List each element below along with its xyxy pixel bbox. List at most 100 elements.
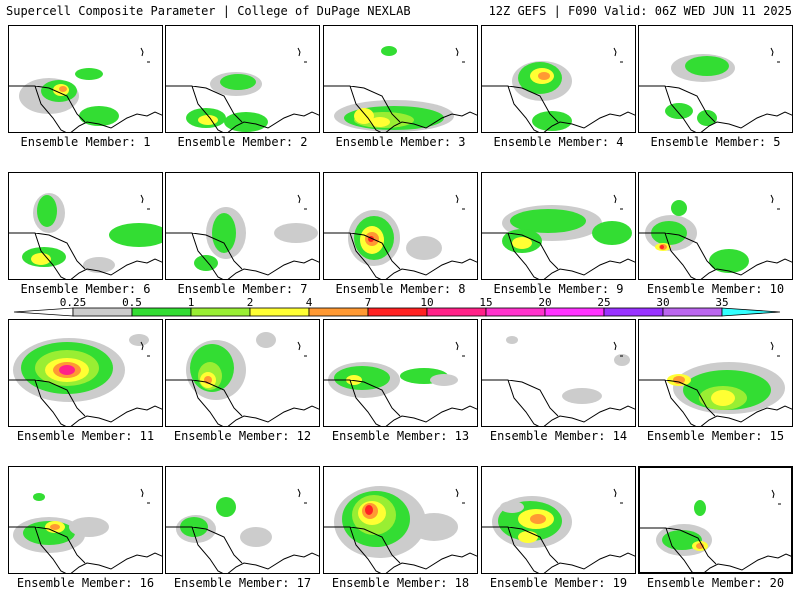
ensemble-member-label: Ensemble Member: 15 [646, 429, 785, 443]
coastline-outline [324, 379, 477, 426]
scp-contour-blob [79, 106, 119, 126]
ensemble-member-label: Ensemble Member: 14 [489, 429, 628, 443]
map-svg [482, 488, 635, 573]
coastline-outline [640, 527, 791, 572]
ensemble-member-label: Ensemble Member: 6 [20, 282, 151, 296]
colorbar-tick-label: 25 [597, 296, 610, 309]
ensemble-map-panel-7[interactable] [165, 172, 320, 280]
ensemble-map-panel-16[interactable] [8, 466, 163, 574]
ensemble-map-panel-3[interactable] [323, 25, 478, 133]
colorbar-segment [544, 307, 605, 317]
scp-contour-blob [506, 336, 518, 344]
ensemble-map-panel-18[interactable] [323, 466, 478, 574]
ensemble-map-panel-15[interactable] [638, 319, 793, 427]
coastline-outline [9, 232, 162, 279]
ensemble-map-panel-17[interactable] [165, 466, 320, 574]
coastline-outline [166, 526, 319, 573]
coastline-outline [9, 379, 162, 426]
scp-contour-blob [370, 117, 390, 127]
map-svg [482, 336, 635, 426]
map-svg [324, 46, 477, 132]
map-svg [482, 194, 635, 279]
scp-contour-blob [510, 209, 586, 233]
colorbar-tick-label: 2 [247, 296, 254, 309]
scp-contour-blob [614, 354, 630, 366]
scp-contour-blob [194, 255, 218, 271]
island-outline [770, 194, 780, 210]
scp-contour-blob [346, 375, 362, 385]
island-outline [140, 488, 150, 504]
scp-contour-blob [694, 500, 706, 516]
ensemble-map-panel-11[interactable] [8, 319, 163, 427]
scp-contour-blob [59, 86, 67, 92]
ensemble-member-label: Ensemble Member: 12 [173, 429, 312, 443]
scp-contour-blob [660, 245, 664, 249]
scp-contour-blob [530, 514, 546, 524]
ensemble-map-panel-4[interactable] [481, 25, 636, 133]
ensemble-map-panel-20[interactable] [638, 466, 793, 574]
scp-contour-blob [212, 213, 236, 253]
colorbar-segment [190, 307, 251, 317]
scp-contour-blob [274, 223, 318, 243]
colorbar-tick-label: 0.25 [60, 296, 87, 309]
scp-contour-blob [256, 332, 276, 348]
ensemble-map-panel-1[interactable] [8, 25, 163, 133]
scp-contour-blob [532, 111, 572, 131]
scp-contour-blob [220, 74, 256, 90]
coastline-outline [324, 85, 477, 132]
coastline-outline [639, 379, 792, 426]
colorbar-segment [485, 307, 546, 317]
island-outline [771, 489, 781, 505]
island-outline [613, 194, 623, 210]
island-outline [297, 47, 307, 63]
map-svg [166, 194, 319, 279]
scp-contour-blob [709, 249, 749, 273]
coastline-outline [482, 232, 635, 279]
colorbar-segment [662, 307, 723, 317]
scp-contour-blob [83, 257, 115, 273]
scp-contour-blob [334, 366, 390, 390]
colorbar-tick-label: 35 [715, 296, 728, 309]
colorbar-tick-label: 1 [188, 296, 195, 309]
ensemble-map-panel-2[interactable] [165, 25, 320, 133]
ensemble-map-panel-12[interactable] [165, 319, 320, 427]
island-outline [770, 341, 780, 357]
map-svg [639, 194, 792, 279]
colorbar-segment [131, 307, 192, 317]
island-outline [140, 194, 150, 210]
colorbar-high-tip [721, 307, 781, 317]
colorbar-segment [72, 307, 133, 317]
ensemble-map-panel-8[interactable] [323, 172, 478, 280]
colorbar-segment [603, 307, 664, 317]
scp-contour-blob [365, 505, 373, 515]
ensemble-member-label: Ensemble Member: 8 [335, 282, 466, 296]
scp-contour-blob [671, 200, 687, 216]
colorbar-segment [249, 307, 310, 317]
map-svg [324, 341, 477, 426]
scp-contour-blob [381, 46, 397, 56]
ensemble-map-panel-5[interactable] [638, 25, 793, 133]
coastline-outline [324, 526, 477, 573]
scp-contour-blob [31, 253, 51, 265]
ensemble-map-panel-19[interactable] [481, 466, 636, 574]
colorbar-segment [367, 307, 428, 317]
map-svg [9, 47, 162, 132]
ensemble-map-panel-10[interactable] [638, 172, 793, 280]
colorbar-tick-label: 0.5 [122, 296, 142, 309]
ensemble-map-panel-9[interactable] [481, 172, 636, 280]
ensemble-map-panel-6[interactable] [8, 172, 163, 280]
island-outline [297, 341, 307, 357]
ensemble-map-panel-13[interactable] [323, 319, 478, 427]
scp-contour-blob [697, 110, 717, 126]
scp-contour-blob [129, 334, 149, 346]
scp-contour-blob [50, 524, 60, 530]
scp-contour-blob [410, 513, 458, 541]
map-svg [9, 488, 162, 573]
ensemble-member-label: Ensemble Member: 7 [177, 282, 308, 296]
ensemble-member-label: Ensemble Member: 9 [493, 282, 624, 296]
colorbar-tick-label: 7 [365, 296, 372, 309]
scp-contour-blob [240, 527, 272, 547]
ensemble-map-panel-14[interactable] [481, 319, 636, 427]
ensemble-member-label: Ensemble Member: 13 [331, 429, 470, 443]
scp-contour-blob [518, 531, 538, 543]
